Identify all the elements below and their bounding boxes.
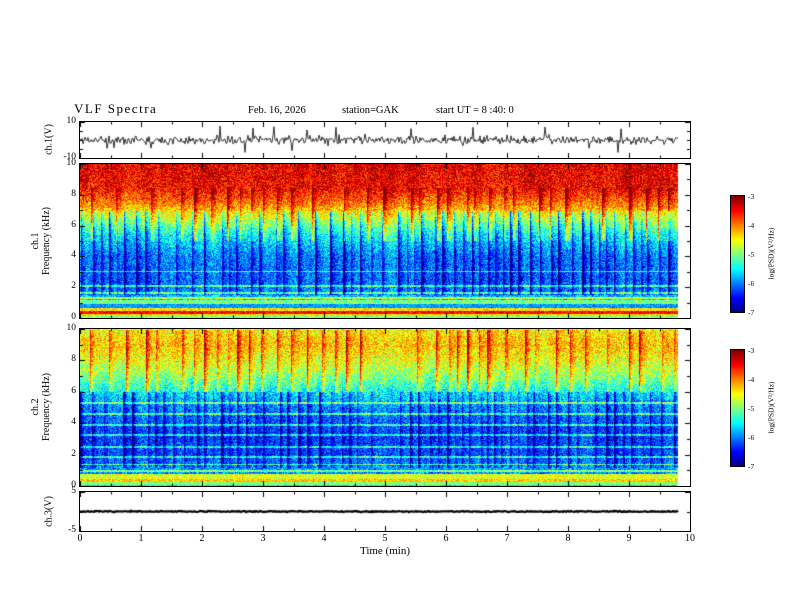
x-tick-label: 10 [685,533,695,544]
x-tick-label: 9 [626,533,632,544]
colorbar-ch1 [730,195,745,313]
time-axis-label: Time (min) [359,545,410,557]
x-tick-label: 2 [199,533,205,544]
y-tick-label: 4 [71,250,76,260]
x-tick-label: 7 [504,533,510,544]
colorbar-tick-label: -3 [748,192,755,201]
y-tick-label: 5 [71,486,76,496]
header-station: station=GAK [342,105,399,116]
y-tick-label: 8 [71,189,76,199]
colorbar-tick-label: -7 [748,462,755,471]
y-tick-label: -10 [63,152,76,162]
ch1-channel-label: ch.1 [30,232,41,250]
y-tick-label: 10 [66,323,77,333]
y-tick-label: 4 [71,417,76,427]
colorbar-tick-label: -3 [748,346,755,355]
y-tick-label: 0 [71,480,76,490]
ch1-spectrogram-panel [79,163,691,319]
y-tick-label: 6 [71,220,76,230]
ch1-spectrogram-canvas [80,164,690,318]
ch2-channel-label: ch.2 [30,398,41,416]
figure-title: VLF Spectra [74,101,158,116]
y-tick-label: 0 [71,312,76,322]
x-tick-label: 1 [138,533,144,544]
y-tick-label: 10 [66,116,77,126]
y-tick-label: 10 [66,158,77,168]
colorbar-ch2 [730,349,745,467]
colorbar-tick-label: -7 [748,308,755,317]
colorbar-ch2-canvas [731,350,744,466]
y-tick-label: 2 [71,281,76,291]
colorbar-tick-label: -4 [748,375,755,384]
x-tick-label: 3 [260,533,266,544]
ch2-spectrogram-canvas [80,329,690,486]
y-tick-label: 8 [71,354,76,364]
colorbar-tick-label: -4 [748,221,755,230]
ch3-waveform-canvas [80,492,690,531]
y-tick-label: 2 [71,449,76,459]
ch2-spectrogram-panel [79,328,691,487]
header-start-ut: start UT = 8 :40: 0 [436,105,514,116]
y-tick-label: 6 [71,386,76,396]
header-date: Feb. 16, 2026 [248,105,306,116]
colorbar-tick-label: -6 [748,433,755,442]
colorbar-tick-label: -5 [748,250,755,259]
x-tick-label: 0 [77,533,83,544]
x-tick-label: 4 [321,533,327,544]
colorbar-ch1-canvas [731,196,744,312]
ch1-waveform-panel [79,121,691,159]
colorbar-tick-label: -5 [748,404,755,413]
ch3-waveform-panel [79,491,691,532]
x-tick-label: 5 [382,533,388,544]
y-tick-label: -5 [68,525,76,535]
x-tick-label: 6 [443,533,449,544]
ch1-waveform-canvas [80,122,690,158]
ch1-frequency-unit-label: Frequency (kHz) [41,206,52,276]
ch2-frequency-unit-label: Frequency (kHz) [41,372,52,442]
x-tick-label: 8 [565,533,571,544]
colorbar-tick-label: -6 [748,279,755,288]
